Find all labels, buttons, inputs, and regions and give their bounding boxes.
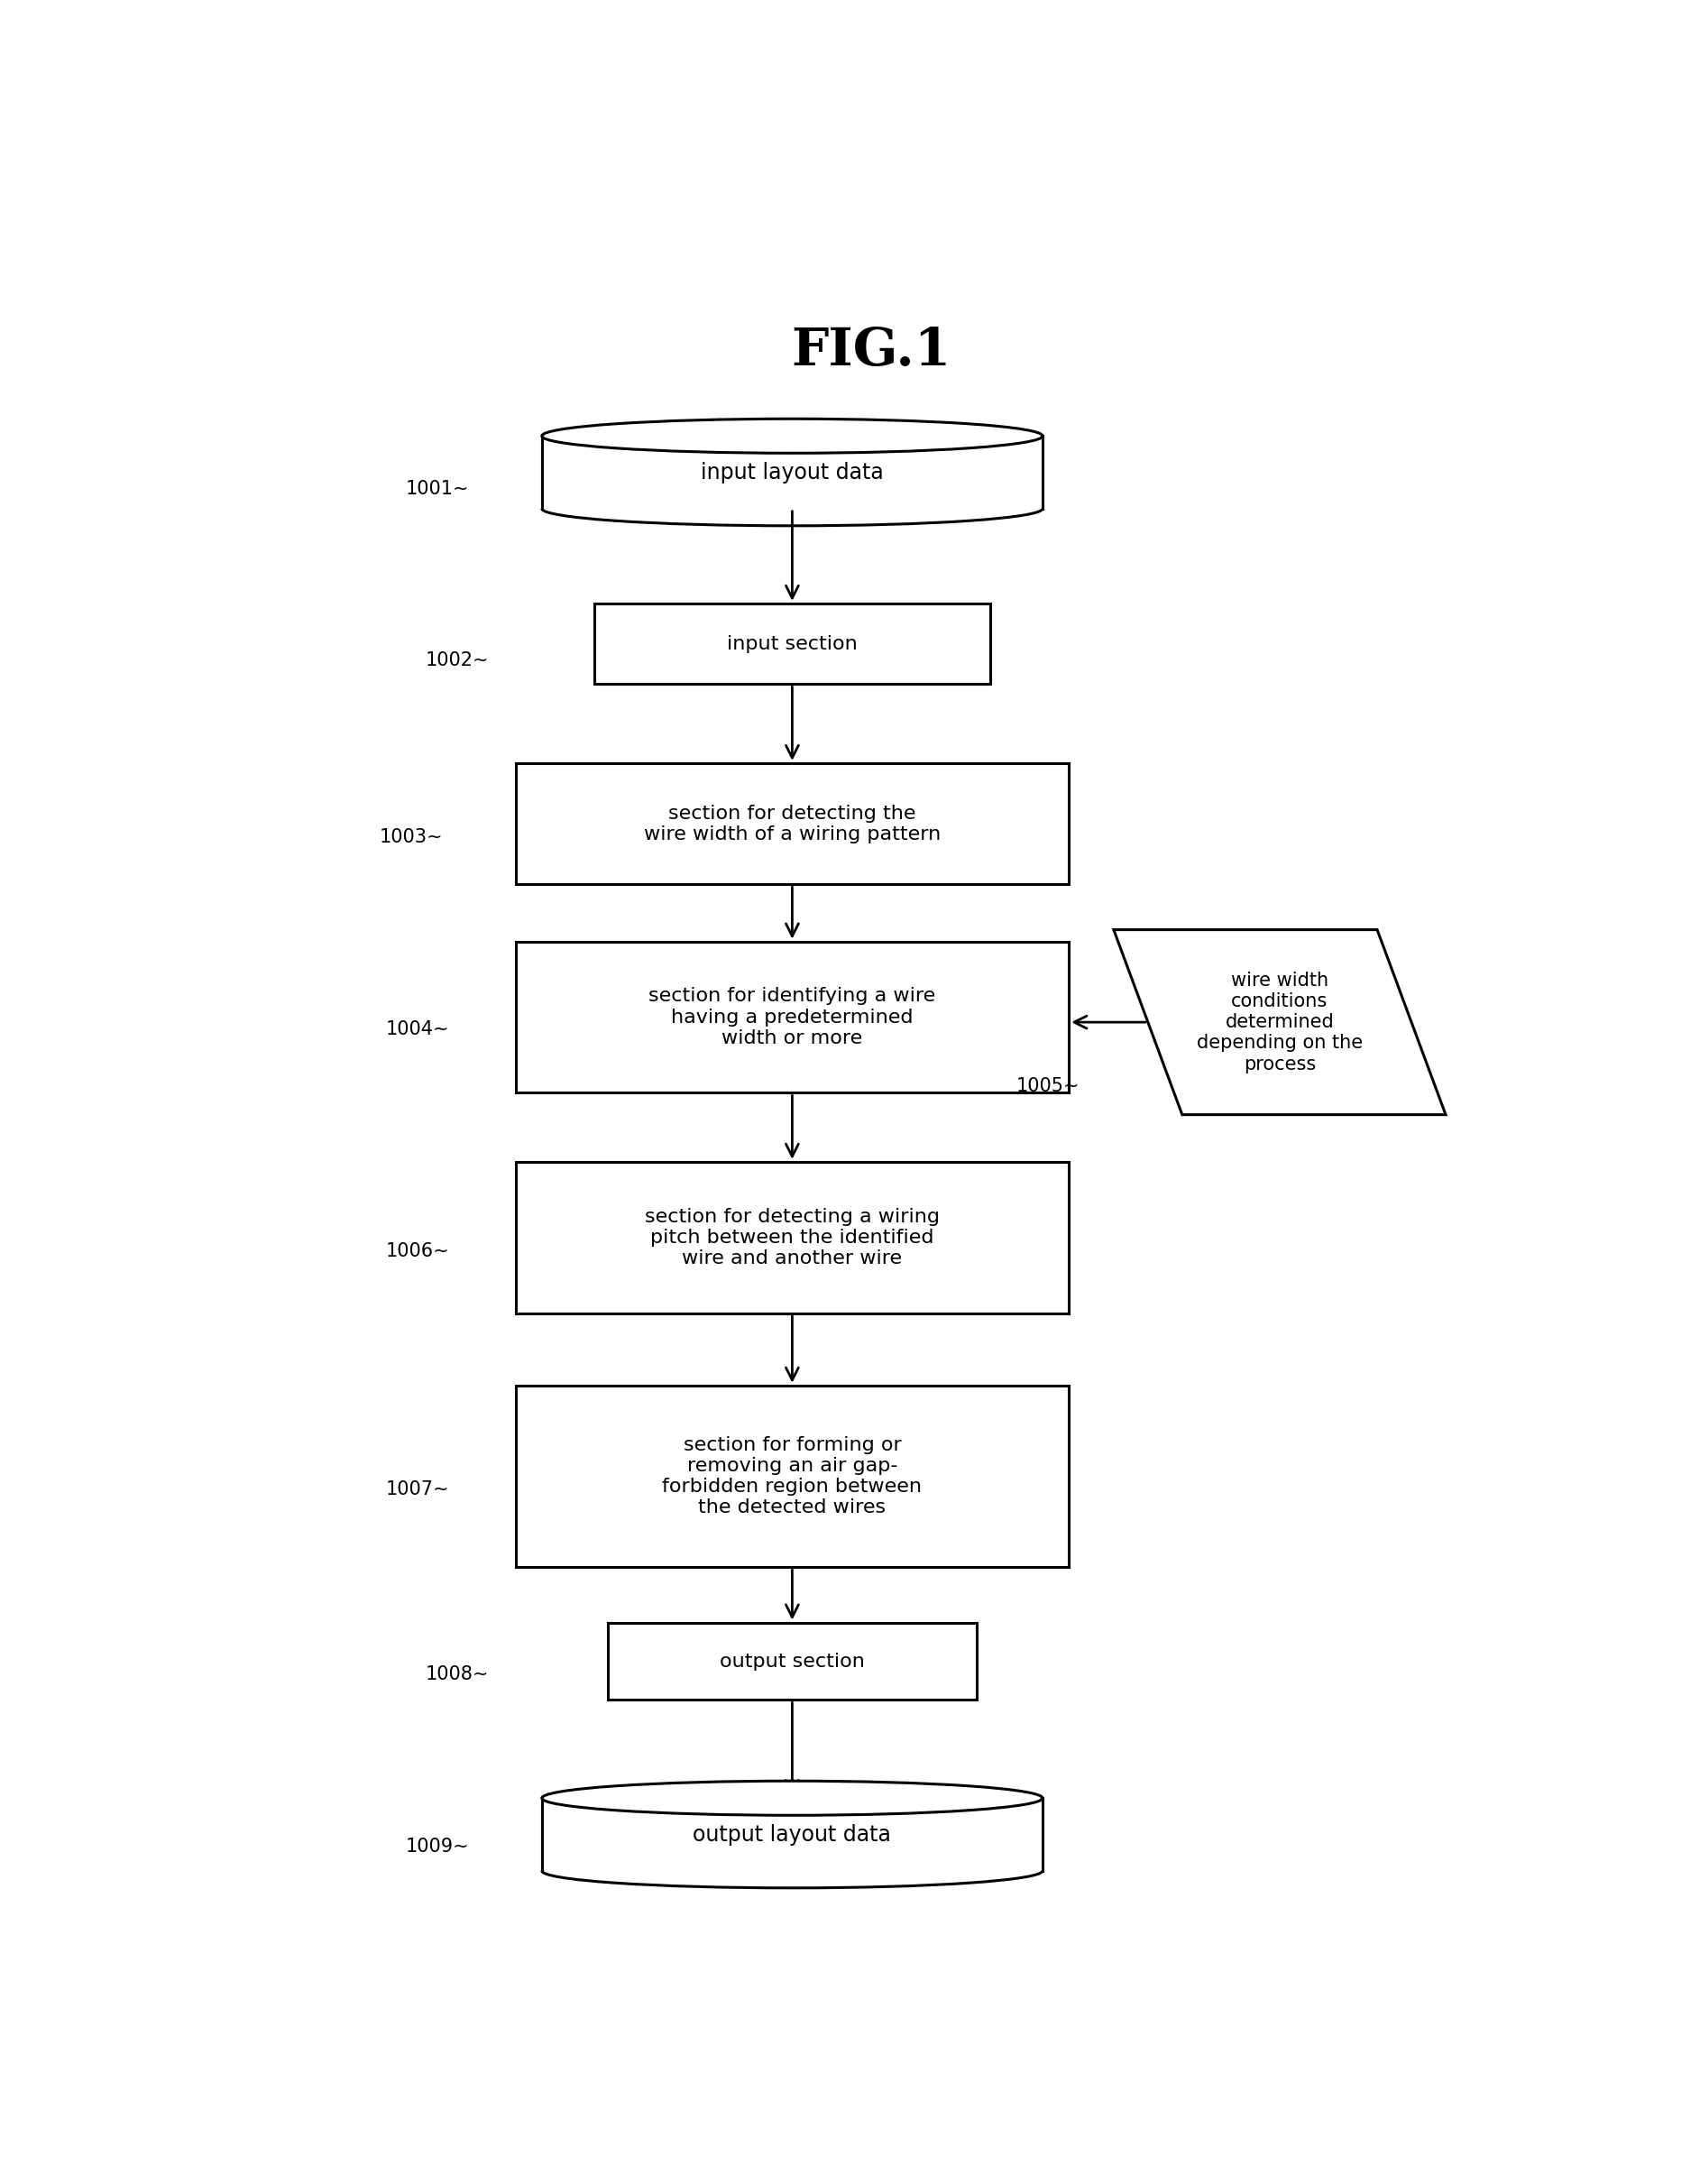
Text: 1003~: 1003~	[379, 828, 444, 845]
Bar	[515, 1385, 1069, 1568]
Text: FIG.1: FIG.1	[791, 325, 952, 376]
Bar	[609, 1623, 978, 1699]
Bar	[515, 1162, 1069, 1313]
Bar	[515, 941, 1069, 1092]
Text: 1007~: 1007~	[386, 1481, 449, 1498]
Ellipse shape	[542, 1780, 1042, 1815]
Text: 1006~: 1006~	[386, 1243, 449, 1260]
Polygon shape	[1114, 930, 1445, 1114]
Text: output section: output section	[719, 1653, 865, 1671]
Text: input layout data: input layout data	[700, 461, 884, 483]
Ellipse shape	[542, 419, 1042, 452]
Text: section for detecting the
wire width of a wiring pattern: section for detecting the wire width of …	[644, 804, 940, 843]
Text: output layout data: output layout data	[694, 1824, 891, 1845]
Text: input section: input section	[728, 636, 857, 653]
Text: 1009~: 1009~	[406, 1837, 469, 1854]
Bar	[542, 1797, 1042, 1872]
Text: 1002~: 1002~	[425, 651, 490, 670]
Bar	[595, 603, 989, 684]
Text: wire width
conditions
determined
depending on the
process: wire width conditions determined dependi…	[1197, 972, 1363, 1072]
Text: section for identifying a wire
having a predetermined
width or more: section for identifying a wire having a …	[649, 987, 935, 1046]
Bar	[542, 437, 1042, 509]
Text: 1008~: 1008~	[425, 1666, 490, 1684]
Bar	[515, 762, 1069, 885]
Text: 1004~: 1004~	[386, 1020, 449, 1037]
Text: 1001~: 1001~	[406, 480, 469, 498]
Text: section for detecting a wiring
pitch between the identified
wire and another wir: section for detecting a wiring pitch bet…	[644, 1208, 940, 1267]
Text: 1005~: 1005~	[1017, 1077, 1080, 1094]
Text: section for forming or
removing an air gap-
forbidden region between
the detecte: section for forming or removing an air g…	[663, 1435, 921, 1516]
